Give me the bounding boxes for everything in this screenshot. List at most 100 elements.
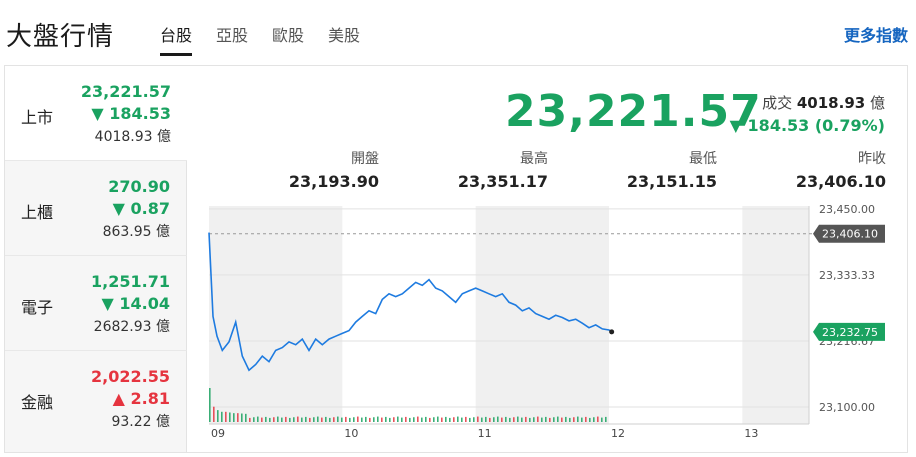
down-arrow-icon: ▼ — [112, 199, 125, 218]
volume-bar — [213, 406, 215, 422]
x-tick-label-0: 09 — [211, 427, 225, 440]
volume-bar — [305, 416, 307, 422]
volume-bar — [601, 417, 603, 422]
volume-bar — [317, 416, 319, 422]
volume-bar — [445, 416, 447, 422]
last-price-dot — [609, 329, 615, 335]
volume-bar — [269, 417, 271, 422]
volume-bar — [589, 417, 591, 422]
market-name: 電子 — [21, 298, 54, 317]
volume-bar — [597, 416, 599, 422]
volume-bar — [385, 416, 387, 422]
volume-bar — [577, 416, 579, 422]
stat-prev-close: 昨收 23,406.10 — [736, 148, 886, 191]
last-price-tag-label: 23,232.75 — [822, 326, 878, 339]
volume-bar — [537, 416, 539, 422]
volume-bar — [301, 417, 303, 422]
volume-bar — [565, 416, 567, 422]
tab-taiwan[interactable]: 台股 — [160, 22, 193, 56]
hour-band-0 — [209, 206, 343, 424]
market-name: 上櫃 — [21, 203, 54, 222]
volume-bar — [381, 417, 383, 422]
volume-bar — [473, 417, 475, 422]
hour-band-2 — [742, 206, 809, 424]
volume-bar — [273, 417, 275, 422]
volume-bar — [221, 411, 223, 422]
volume-bar — [497, 416, 499, 422]
volume-bar — [469, 417, 471, 422]
volume-bar — [529, 417, 531, 422]
volume-bar — [233, 413, 235, 422]
volume-bar — [429, 417, 431, 422]
prev-close-tag-label: 23,406.10 — [822, 228, 878, 241]
volume-bar — [557, 416, 559, 422]
more-indices-link[interactable]: 更多指數 — [843, 26, 908, 45]
volume-bar — [453, 417, 455, 422]
volume-bar — [253, 417, 255, 422]
quote-volume: 成交 4018.93 億 — [762, 92, 885, 113]
volume-bar — [357, 416, 359, 422]
volume-bar — [549, 417, 551, 422]
volume-bar — [493, 417, 495, 422]
market-index-value: 270.90 — [108, 177, 170, 196]
tab-us[interactable]: 美股 — [328, 26, 361, 45]
market-index-value: 23,221.57 — [80, 82, 171, 101]
market-item-otc[interactable]: 上櫃 270.90 ▼ 0.87 863.95 億 — [5, 161, 187, 256]
y-tick-label-1: 23,333.33 — [819, 269, 875, 282]
volume-bar — [237, 413, 239, 422]
tab-asia[interactable]: 亞股 — [216, 26, 249, 45]
volume-bar — [545, 416, 547, 422]
volume-bar — [517, 416, 519, 422]
volume-bar — [297, 416, 299, 422]
volume-bar — [525, 416, 527, 422]
price-line — [208, 232, 613, 372]
volume-bar — [397, 416, 399, 422]
x-tick-label-1: 10 — [344, 427, 358, 440]
volume-bar — [573, 417, 575, 422]
market-item-finance[interactable]: 金融 2,022.55 ▲ 2.81 93.22 億 — [5, 351, 187, 452]
volume-bar — [341, 417, 343, 422]
market-volume: 863.95 億 — [102, 224, 170, 240]
hour-band-1 — [475, 206, 609, 424]
volume-bar — [509, 417, 511, 422]
volume-bar — [521, 417, 523, 422]
volume-bar — [441, 417, 443, 422]
volume-bar — [345, 416, 347, 422]
volume-bar — [449, 417, 451, 422]
volume-bar — [209, 388, 211, 422]
header: 大盤行情 台股 亞股 歐股 美股 更多指數 — [0, 0, 916, 64]
y-tick-label-3: 23,100.00 — [819, 401, 875, 414]
quote-change: ▼ 184.53 (0.79%) — [730, 116, 885, 135]
volume-bar — [249, 417, 251, 422]
market-change: ▼ 0.87 — [113, 199, 170, 218]
volume-bar — [365, 416, 367, 422]
volume-bar — [425, 416, 427, 422]
market-tabs: 台股 亞股 歐股 美股 — [160, 22, 384, 56]
volume-bar — [353, 417, 355, 422]
volume-bar — [393, 417, 395, 422]
stat-label: 昨收 — [858, 151, 886, 167]
tab-europe[interactable]: 歐股 — [272, 26, 305, 45]
market-change-value: 2.81 — [130, 389, 170, 408]
volume-bar — [225, 411, 227, 422]
volume-bar — [421, 417, 423, 422]
volume-bar — [229, 412, 231, 422]
stat-value: 23,406.10 — [795, 172, 886, 191]
market-volume: 4018.93 億 — [94, 129, 171, 145]
x-tick-label-2: 11 — [478, 427, 492, 440]
quote-price: 23,221.57 — [505, 86, 762, 137]
market-item-electronics[interactable]: 電子 1,251.71 ▼ 14.04 2682.93 億 — [5, 256, 187, 351]
volume-bar — [569, 417, 571, 422]
volume-bar — [553, 417, 555, 422]
market-item-twse[interactable]: 上市 23,221.57 ▼ 184.53 4018.93 億 — [5, 66, 187, 161]
volume-bar — [413, 417, 415, 422]
market-name: 金融 — [21, 393, 54, 412]
stat-open: 開盤 23,193.90 — [229, 148, 379, 191]
volume-bar — [505, 416, 507, 422]
volume-bar — [465, 416, 467, 422]
volume-bar — [361, 417, 363, 422]
volume-bar — [481, 417, 483, 422]
volume-bar — [377, 416, 379, 422]
stat-low: 最低 23,151.15 — [567, 148, 717, 191]
